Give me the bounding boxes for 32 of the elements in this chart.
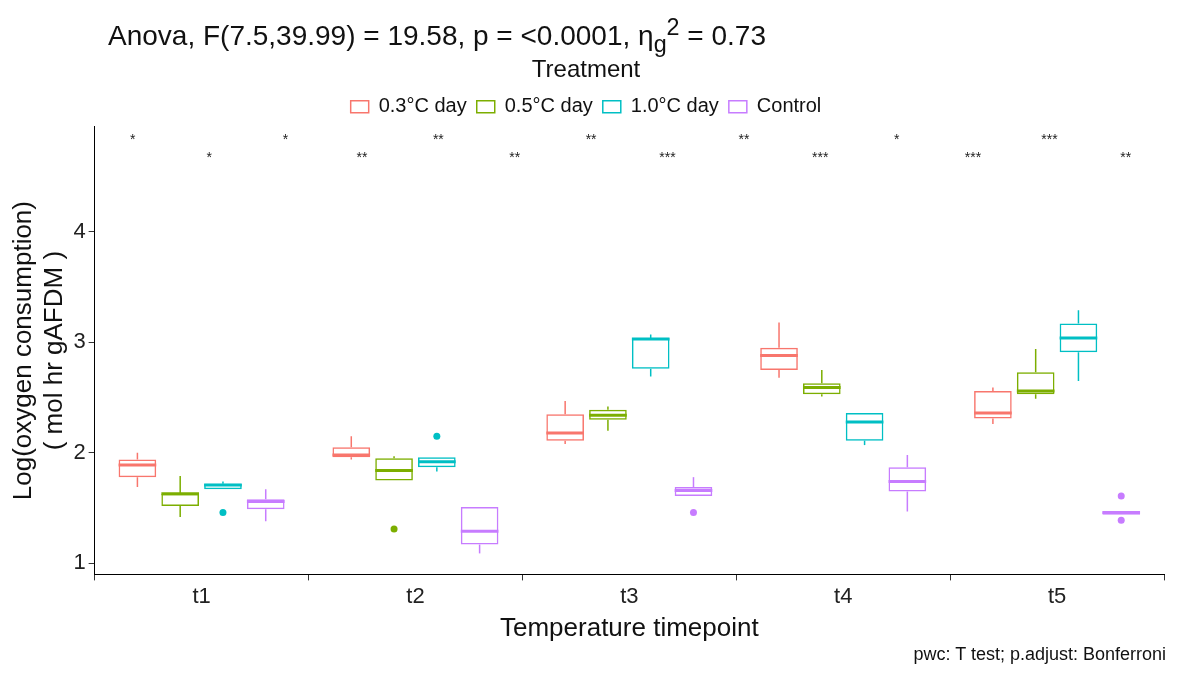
legend-label: 1.0°C day	[630, 94, 719, 117]
legend-label: 0.3°C day	[378, 94, 467, 117]
x-tick-label: t2	[406, 582, 425, 608]
x-tick-label: t5	[1047, 582, 1067, 608]
annotation: *	[206, 148, 213, 165]
y-tick-label: 4	[73, 217, 86, 243]
annotation: **	[585, 130, 598, 147]
annotation: ***	[1041, 130, 1059, 147]
y-tick-label: 1	[73, 549, 86, 575]
annotation: ***	[659, 148, 677, 165]
annotation: **	[738, 130, 750, 147]
y-axis-title: Log(oxygen consumption) ( mol hr gAFDM )	[6, 201, 68, 501]
chart-title: Anova, F(7.5,39.99) = 19.58, p = <0.0001, η$_{g}$$^{2}$ = 0.73	[108, 14, 766, 57]
legend-label: Control	[756, 94, 822, 117]
annotation: **	[1120, 148, 1132, 165]
legend-title: Treatment	[531, 54, 641, 82]
annotation: *	[893, 130, 900, 147]
annotation: **	[432, 130, 445, 147]
annotation: **	[509, 148, 521, 165]
annotation: ***	[964, 148, 982, 165]
y-tick-label: 2	[73, 438, 86, 464]
annotation: **	[356, 148, 368, 165]
annotation: *	[282, 130, 289, 147]
annotation: ***	[812, 148, 829, 165]
x-tick-label: t3	[620, 582, 639, 608]
x-tick-label: t4	[834, 582, 853, 608]
x-tick-label: t1	[192, 582, 211, 608]
legend-label: 0.5°C day	[504, 94, 593, 117]
annotation: *	[130, 130, 137, 147]
text: pwc: T test; p.adjust: Bonferroni	[912, 644, 1167, 665]
y-tick-label: 3	[73, 328, 86, 354]
x-axis-title: Temperature timepoint	[499, 611, 760, 642]
